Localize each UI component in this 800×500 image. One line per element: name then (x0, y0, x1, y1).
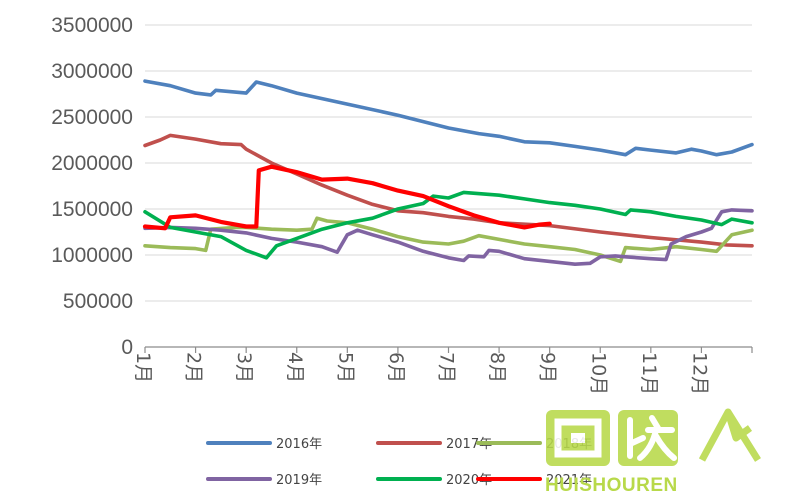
x-axis (144, 346, 753, 353)
y-tick-label: 0 (121, 336, 133, 359)
series-lines (142, 79, 754, 267)
legend-label: 2017年 (446, 437, 492, 452)
x-tick-label: 9月 (537, 352, 559, 383)
y-tick-label: 500000 (63, 290, 133, 313)
legend: 2016年2017年2018年2019年2020年2021年 (206, 437, 592, 488)
series-line-6 (142, 164, 552, 231)
series-line-2 (143, 133, 754, 248)
series-line-5 (143, 190, 754, 260)
x-tick-label: 6月 (385, 352, 407, 383)
y-axis-tick-labels: 3500000 3000000 2500000 2000000 1500000 10000… (51, 14, 133, 359)
y-tick-label: 1500000 (51, 198, 133, 221)
y-tick-label: 1000000 (51, 244, 133, 267)
legend-label: 2019年 (276, 473, 322, 488)
x-tick-label: 3月 (233, 352, 255, 383)
watermark-logo (546, 408, 761, 466)
x-tick-label: 11月 (638, 352, 660, 395)
watermark-text: HUISHOUREN (545, 475, 678, 496)
series-line-1 (143, 79, 754, 157)
y-tick-label: 2000000 (51, 152, 133, 175)
x-tick-label: 2月 (183, 352, 205, 383)
y-tick-label: 3500000 (51, 14, 133, 37)
y-tick-label: 3000000 (51, 60, 133, 83)
x-tick-label: 4月 (284, 352, 306, 383)
x-axis-tick-labels: 1月 2月 3月 4月 5月 6月 7月 8月 9月 10月 11月 12月 (132, 352, 710, 395)
y-tick-label: 2500000 (51, 106, 133, 129)
x-tick-label: 8月 (486, 352, 508, 383)
x-tick-label: 5月 (334, 352, 356, 383)
legend-label: 2021年 (546, 473, 592, 488)
legend-label: 2016年 (276, 437, 322, 452)
x-tick-label: 1月 (132, 352, 154, 383)
gridlines (145, 24, 752, 302)
x-tick-label: 7月 (436, 352, 458, 383)
x-tick-label: 10月 (587, 352, 609, 395)
legend-label: 2020年 (446, 473, 492, 488)
series-line-3 (143, 216, 754, 264)
x-tick-label: 12月 (688, 352, 710, 395)
